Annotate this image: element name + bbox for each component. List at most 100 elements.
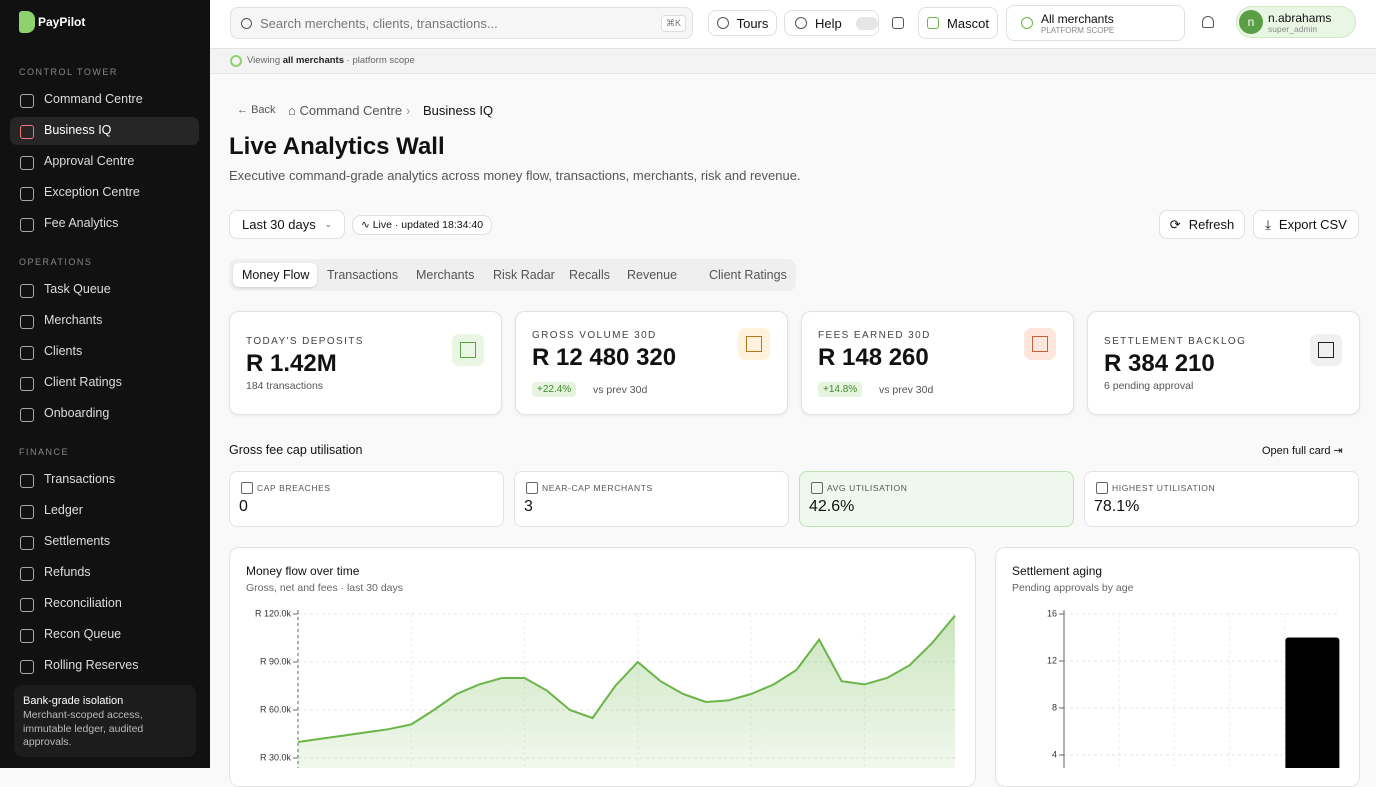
bar (1285, 637, 1340, 768)
cap-value: 78.1% (1094, 498, 1140, 515)
help-icon (795, 17, 807, 29)
nav-icon (20, 284, 34, 298)
nav-item[interactable]: Merchants (44, 313, 103, 327)
cap-label: NEAR-CAP MERCHANTS (542, 483, 653, 493)
nav-item[interactable]: Command Centre (44, 92, 143, 106)
y-tick-label: R 30.0k (260, 752, 292, 762)
cap-icon (241, 482, 253, 494)
refresh-icon: ⟳ (1169, 216, 1181, 232)
kpi-note: 184 transactions (246, 380, 324, 392)
kpi-label: SETTLEMENT BACKLOG (1104, 336, 1247, 347)
mascot-button[interactable]: Mascot (918, 7, 998, 39)
search-box[interactable]: Search merchents, clients, transactions.… (230, 7, 693, 39)
y-tick-label: 16 (1047, 608, 1057, 618)
tab[interactable]: Money Flow (242, 268, 310, 282)
tab[interactable]: Risk Radar (493, 268, 555, 282)
cap-link[interactable]: Open full card ⇥ (1262, 445, 1343, 457)
nav-item[interactable]: Recon Queue (44, 627, 122, 641)
nav-icon (20, 505, 34, 519)
cap-link-label: Open full card (1262, 445, 1331, 457)
mascot-icon (927, 17, 940, 29)
kpi-label: GROSS VOLUME 30D (532, 330, 657, 341)
nav-item[interactable]: Client Ratings (44, 375, 122, 389)
nav-item[interactable]: Refunds (44, 565, 91, 579)
y-tick-label: 8 (1052, 702, 1057, 712)
cap-card (1084, 471, 1359, 527)
tab[interactable]: Revenue (627, 268, 678, 282)
cap-card (514, 471, 789, 527)
user-name: n.abrahams (1268, 11, 1332, 25)
nav-item[interactable]: Clients (44, 344, 83, 358)
cap-value: 0 (239, 498, 248, 515)
scope-icon (1021, 17, 1033, 29)
crumb-sep: › (406, 103, 411, 118)
banner-text: Viewing all merchants · platform scope (247, 55, 415, 66)
kpi-label: TODAY'S DEPOSITS (246, 336, 364, 347)
section-title: FINANCE (19, 447, 70, 457)
kpi-note: vs prev 30d (879, 384, 934, 396)
nav-item[interactable]: Rolling Reserves (44, 658, 139, 672)
kpi-note: vs prev 30d (593, 384, 648, 396)
y-tick-label: 4 (1052, 749, 1057, 759)
help-button[interactable]: Help (784, 10, 879, 36)
nav-item[interactable]: Exception Centre (44, 185, 140, 199)
kpi-delta: +22.4% (532, 382, 577, 397)
nav-icon (20, 125, 34, 139)
tours-icon (716, 17, 729, 29)
cap-label: CAP BREACHES (257, 483, 331, 493)
back-link[interactable]: ← Back (237, 104, 276, 116)
tab[interactable]: Recalls (569, 268, 610, 282)
avatar: n (1239, 10, 1263, 34)
scope-sub: PLATFORM SCOPE (1041, 25, 1115, 35)
cap-label: HIGHEST UTILISATION (1112, 483, 1216, 493)
toggle[interactable] (855, 16, 878, 30)
kpi-value: R 148 260 (818, 344, 929, 371)
nav-item[interactable]: Transactions (44, 472, 116, 486)
banner-dot (230, 55, 242, 67)
cap-value: 42.6% (809, 498, 855, 515)
nav-item[interactable]: Onboarding (44, 406, 110, 420)
nav-item[interactable]: Approval Centre (44, 154, 135, 168)
tab[interactable]: Transactions (327, 268, 399, 282)
tours-button[interactable]: Tours (708, 10, 777, 36)
nav-icon (20, 315, 34, 329)
search-placeholder: Search merchents, clients, transactions.… (260, 15, 498, 31)
export-button[interactable]: ⤓ Export CSV (1253, 210, 1359, 239)
nav-icon (20, 474, 34, 488)
nav-icon (20, 218, 34, 232)
chart-title: Settlement aging (1012, 564, 1102, 578)
logo: PayPilot (38, 15, 86, 29)
y-tick-label: R 120.0k (255, 608, 292, 618)
nav-item[interactable]: Settlements (44, 534, 111, 548)
nav-item[interactable]: Reconciliation (44, 596, 122, 610)
nav-item[interactable]: Business IQ (44, 123, 112, 137)
crumb-parent[interactable]: ⌂ Command Centre (288, 103, 403, 118)
section-title: OPERATIONS (19, 257, 93, 267)
scope-selector[interactable]: All merchants PLATFORM SCOPE (1006, 5, 1185, 41)
scope-text: All merchants PLATFORM SCOPE (1041, 12, 1114, 35)
y-tick-label: 12 (1047, 655, 1057, 665)
docs-icon[interactable] (892, 17, 904, 29)
area (298, 615, 955, 768)
kpi-delta: +14.8% (818, 382, 863, 397)
range-label: Last 30 days (242, 217, 316, 232)
y-tick-label: R 60.0k (260, 704, 292, 714)
kpi-icon (1024, 328, 1056, 360)
nav-item[interactable]: Fee Analytics (44, 216, 119, 230)
nav-item[interactable]: Task Queue (44, 282, 111, 296)
refresh-button[interactable]: ⟳ Refresh (1159, 210, 1245, 239)
refresh-label: Refresh (1188, 217, 1235, 232)
tab[interactable]: Client Ratings (709, 268, 787, 282)
kpi-value: R 12 480 320 (532, 344, 677, 371)
bell-icon[interactable] (1202, 16, 1214, 28)
nav-item[interactable]: Ledger (44, 503, 83, 517)
kpi-icon (1310, 334, 1342, 366)
nav-icon (20, 408, 34, 422)
crumb-parent-label: Command Centre (299, 103, 403, 118)
tab-bar (229, 259, 796, 291)
range-select[interactable]: Last 30 days ⌄ (229, 210, 345, 239)
tab[interactable]: Merchants (416, 268, 475, 282)
cap-icon (1096, 482, 1108, 494)
line (297, 614, 956, 743)
